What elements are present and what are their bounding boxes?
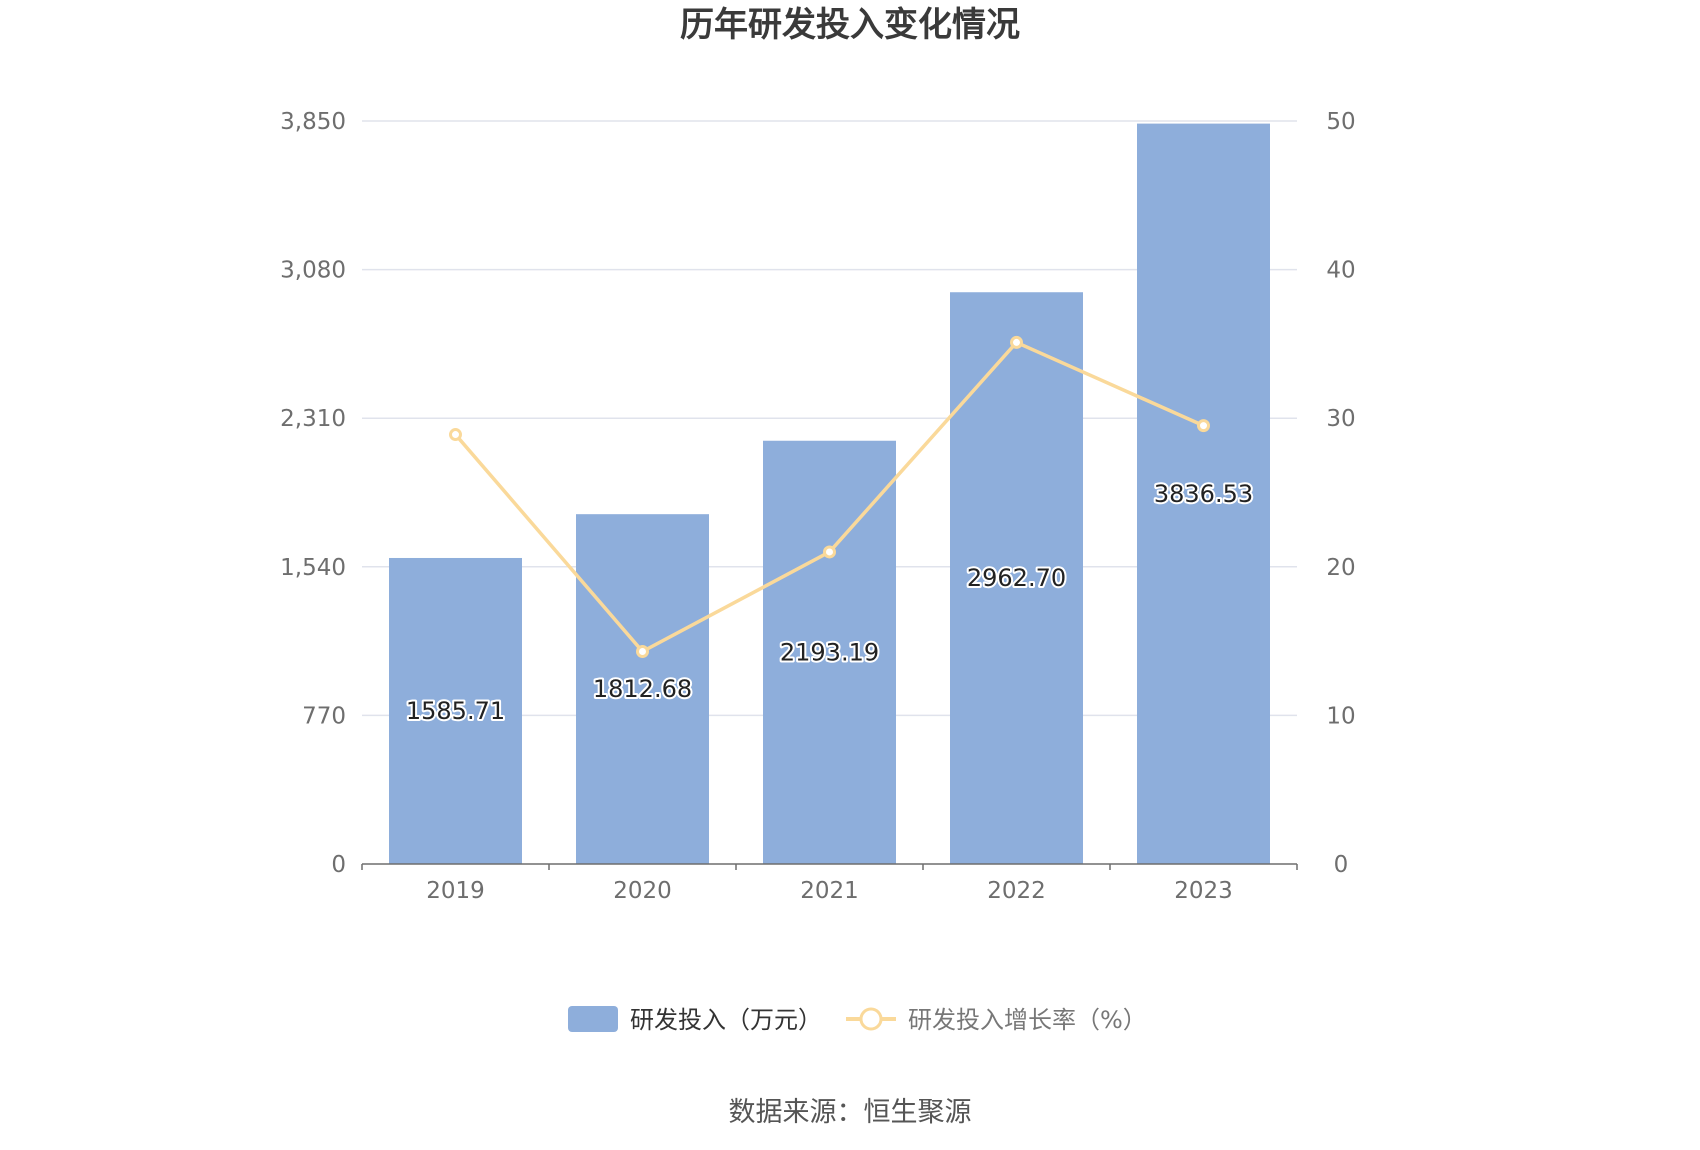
legend-item-bar[interactable]: 研发投入（万元） [568, 1006, 822, 1034]
bar-data-label: 1812.68 [593, 675, 692, 703]
y-right-tick-label: 40 [1326, 258, 1355, 284]
x-tick-label: 2020 [613, 878, 672, 904]
y-left-tick-label: 3,080 [280, 258, 346, 284]
legend-line-label: 研发投入增长率（%） [908, 1006, 1147, 1034]
legend: 研发投入（万元） 研发投入增长率（%） [568, 1006, 1147, 1034]
x-tick-label: 2023 [1174, 878, 1233, 904]
y-right-tick-label: 20 [1326, 555, 1355, 581]
line-point [1197, 419, 1210, 433]
bar-data-label: 1585.71 [406, 697, 505, 725]
legend-item-line[interactable]: 研发投入增长率（%） [846, 1006, 1147, 1034]
y-axis-right: 0 10 20 30 40 50 [1326, 109, 1355, 878]
line-point [636, 645, 649, 659]
bar [389, 557, 522, 864]
y-right-tick-label: 30 [1326, 406, 1355, 432]
y-right-tick-label: 10 [1326, 703, 1355, 729]
line-point [823, 545, 836, 559]
y-right-tick-label: 50 [1326, 109, 1355, 135]
y-left-tick-label: 1,540 [280, 555, 346, 581]
line-point [1010, 335, 1023, 349]
x-tick-label: 2019 [426, 878, 485, 904]
bar-series [389, 123, 1270, 864]
bar [950, 292, 1083, 864]
y-left-tick-label: 0 [331, 852, 346, 878]
bar-data-label: 2193.19 [780, 638, 879, 666]
y-axis-left: 0 770 1,540 2,310 3,080 3,850 [280, 109, 346, 878]
x-tick-label: 2022 [987, 878, 1046, 904]
bar [1137, 123, 1270, 864]
y-right-tick-label: 0 [1334, 852, 1349, 878]
bar [763, 440, 896, 864]
chart-title: 历年研发投入变化情况 [680, 5, 1020, 45]
data-source: 数据来源：恒生聚源 [729, 1097, 972, 1128]
legend-line-marker [859, 1007, 883, 1031]
x-tick-label: 2021 [800, 878, 859, 904]
bar-data-label: 3836.53 [1154, 480, 1253, 508]
y-left-tick-label: 2,310 [280, 406, 346, 432]
y-left-tick-label: 770 [302, 703, 346, 729]
line-series [449, 335, 1210, 659]
legend-bar-label: 研发投入（万元） [630, 1006, 822, 1034]
line-point [449, 428, 462, 442]
legend-bar-swatch [568, 1006, 618, 1032]
y-left-tick-label: 3,850 [280, 109, 346, 135]
bar-data-label: 2962.70 [967, 564, 1066, 592]
x-axis: 2019 2020 2021 2022 2023 [361, 864, 1298, 904]
bar [576, 514, 709, 864]
bar-labels: 1585.71 1812.68 2193.19 2962.70 3836.53 [404, 478, 1255, 727]
